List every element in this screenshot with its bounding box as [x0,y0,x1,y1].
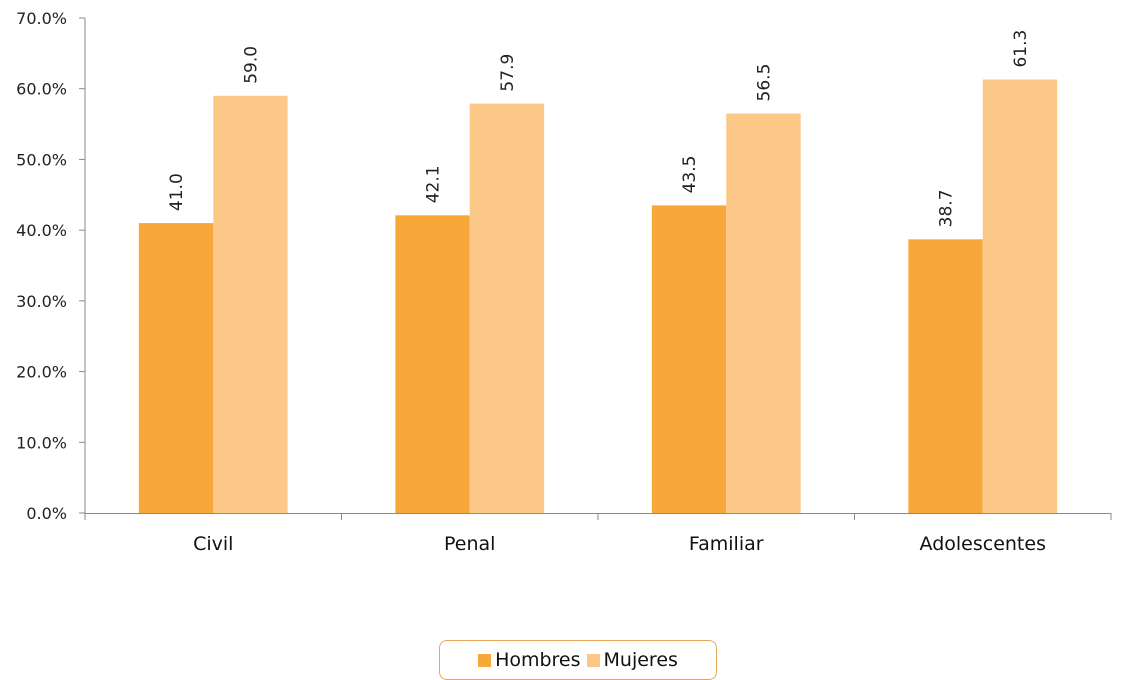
bar-mujeres [213,95,288,514]
y-tick-label: 30.0% [16,292,67,311]
y-tick-label: 60.0% [16,80,67,99]
x-category-label: Adolescentes [920,533,1046,555]
x-category-label: Penal [444,533,495,555]
data-label: 41.0 [167,173,187,211]
x-category-label: Civil [193,533,233,555]
data-label: 38.7 [937,189,957,227]
bar-hombres [651,205,727,513]
data-labels: 41.0 42.1 43.5 38.7 59.0 57.9 56.5 61.3 [167,30,1031,228]
y-tick-label: 40.0% [16,221,67,240]
data-label: 59.0 [241,46,261,84]
legend-label-hombres: Hombres [495,649,581,671]
bar-hombres [395,215,470,514]
bar-hombres [138,223,214,514]
legend-item-hombres: Hombres [478,649,581,671]
x-category-label: Familiar [689,533,764,555]
legend-label-mujeres: Mujeres [603,649,678,671]
y-tick-label: 50.0% [16,150,67,169]
legend-swatch-mujeres [586,653,600,667]
y-tick-label: 20.0% [16,363,67,382]
legend-item-mujeres: Mujeres [586,649,678,671]
y-axis: 0.0% 10.0% 20.0% 30.0% 40.0% 50.0% 60.0% 70.0% [16,9,86,523]
bar-mujeres [982,79,1058,514]
bars [138,79,1058,514]
y-tick-label: 10.0% [16,433,67,452]
data-label: 61.3 [1011,30,1031,68]
data-label: 43.5 [680,156,700,194]
bar-hombres [908,239,983,514]
y-tick-label: 70.0% [16,9,67,28]
x-axis: Civil Penal Familiar Adolescentes [84,513,1112,555]
legend: Hombres Mujeres [439,640,717,680]
data-label: 56.5 [754,64,774,102]
bar-mujeres [726,113,801,513]
y-tick-label: 0.0% [26,504,67,523]
data-label: 42.1 [424,165,444,203]
legend-swatch-hombres [478,653,492,667]
bar-mujeres [469,103,545,514]
data-label: 57.9 [498,54,518,92]
